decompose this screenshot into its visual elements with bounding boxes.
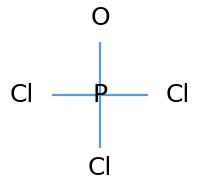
Text: Cl: Cl [88, 156, 112, 180]
Text: P: P [92, 83, 108, 107]
Text: Cl: Cl [166, 83, 190, 107]
Text: Cl: Cl [10, 83, 34, 107]
Text: O: O [90, 6, 110, 30]
